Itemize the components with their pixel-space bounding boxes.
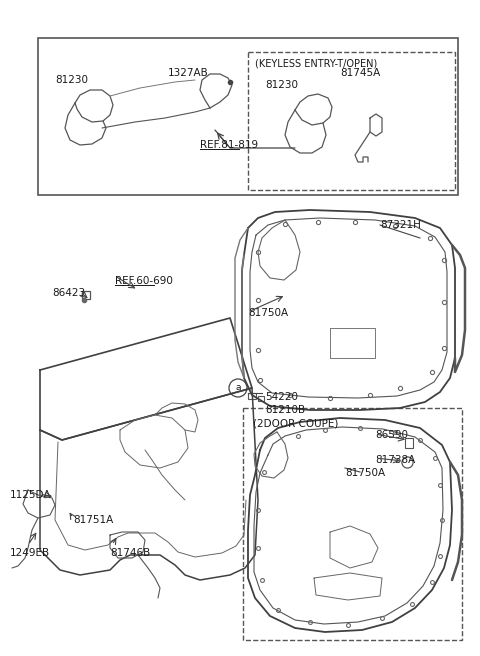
Text: 81746B: 81746B <box>110 548 150 558</box>
Text: 1249EB: 1249EB <box>10 548 50 558</box>
Text: REF.60-690: REF.60-690 <box>115 276 173 286</box>
Text: 81745A: 81745A <box>340 68 380 78</box>
Text: 87321H: 87321H <box>380 220 421 230</box>
Text: 1327AB: 1327AB <box>168 68 209 78</box>
Text: 81750A: 81750A <box>345 468 385 478</box>
Bar <box>248 52 455 190</box>
Text: 81750A: 81750A <box>248 308 288 318</box>
Text: (KEYLESS ENTRY-T/OPEN): (KEYLESS ENTRY-T/OPEN) <box>255 58 377 68</box>
Text: 81738A: 81738A <box>375 455 415 465</box>
Text: 81230: 81230 <box>265 80 298 90</box>
Text: 86423: 86423 <box>52 288 85 298</box>
Text: 86590: 86590 <box>375 430 408 440</box>
Bar <box>38 38 458 195</box>
Bar <box>405 438 413 448</box>
Text: 81210B: 81210B <box>265 405 305 415</box>
Text: REF.81-819: REF.81-819 <box>200 140 258 150</box>
Bar <box>258 396 264 401</box>
Bar <box>248 393 256 399</box>
Text: 81751A: 81751A <box>73 515 113 525</box>
Text: 1125DA: 1125DA <box>10 490 51 500</box>
Text: (2DOOR COUPE): (2DOOR COUPE) <box>253 418 338 428</box>
Text: 54220: 54220 <box>265 392 298 402</box>
Bar <box>243 408 462 640</box>
Text: a: a <box>235 384 241 392</box>
Circle shape <box>229 379 247 397</box>
Text: 81230: 81230 <box>55 75 88 85</box>
